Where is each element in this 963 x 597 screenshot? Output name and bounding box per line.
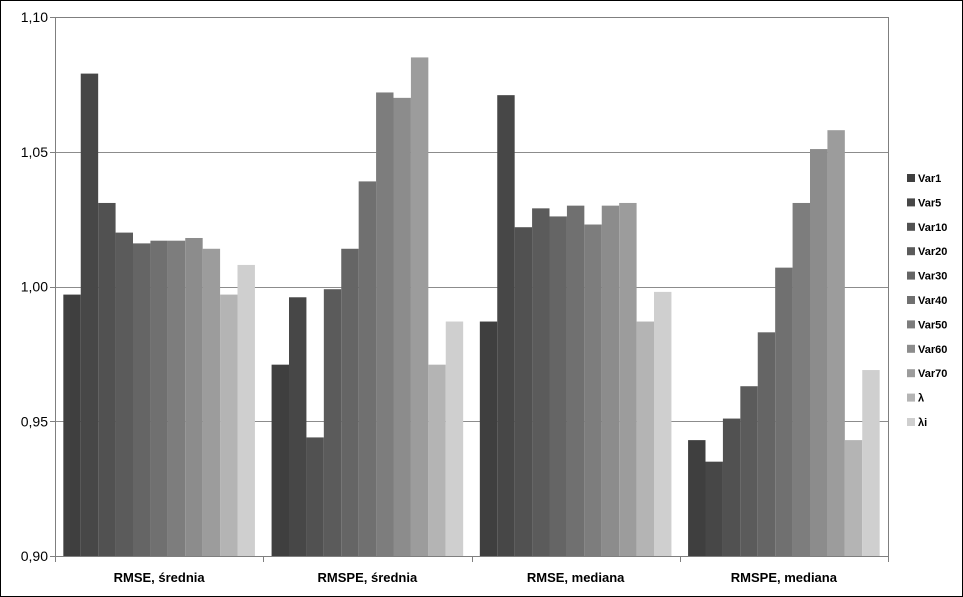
bar [133,243,151,556]
legend-swatch [907,296,915,304]
bar [619,202,637,556]
bar [150,240,168,556]
bar [549,216,567,556]
bar [428,364,446,556]
bar [237,264,255,556]
legend-label: Var30 [918,271,947,283]
legend-swatch [907,393,915,402]
bar [514,227,533,556]
x-category-label: RMSE, średnia [114,570,206,585]
legend-swatch [907,418,915,426]
bar [705,461,723,556]
y-tick-label: 1,05 [21,144,48,160]
bar [601,205,620,556]
bar [185,237,203,557]
bar [654,291,672,556]
bar [393,97,411,556]
legend-swatch [907,369,915,378]
bar [358,181,377,556]
bar [220,294,238,556]
bar [410,57,429,557]
y-tick-label: 1,00 [21,279,48,295]
bar [722,418,741,556]
y-tick-label: 1,10 [21,9,48,25]
x-category-label: RMSPE, średnia [318,570,418,585]
legend-label: Var1 [918,173,941,185]
bar [289,297,307,556]
bar [445,321,464,556]
legend-label: Var5 [918,197,941,209]
legend-swatch [907,344,915,353]
bar [341,248,359,556]
bar [271,364,289,556]
legend-swatch [907,320,915,329]
x-axis-categories: RMSE, średnia RMSPE, średnia RMSE, mediana… [55,556,889,585]
bar [376,92,394,557]
bar [306,437,324,556]
x-category-label: RMSE, mediana [527,570,625,585]
legend: Var1 Var5 Var10 Var20 Var30 Var40 Var50 Var60 Va… [907,173,947,429]
bar [792,202,810,556]
legend-label: Var60 [918,344,947,356]
bar [80,73,99,556]
bar [688,440,706,556]
y-tick-label: 0,95 [21,413,48,429]
legend-label: Var70 [918,368,947,380]
y-axis-ticks: 0,90 0,95 1,00 1,05 1,10 [21,9,55,564]
bar [497,95,515,556]
bars [63,57,880,557]
legend-label: λi [918,417,927,429]
legend-swatch [907,247,915,256]
bar [63,294,81,556]
bar [532,208,550,556]
bar [566,205,585,556]
x-category-label: RMSPE, mediana [731,570,838,585]
legend-label: Var10 [918,222,947,234]
y-tick-label: 0,90 [21,548,48,564]
bar [167,240,186,556]
bar [202,248,221,556]
bar [98,202,116,556]
legend-swatch [907,174,915,182]
legend-label: Var20 [918,246,947,258]
legend-label: λ [918,393,924,405]
legend-swatch [907,222,915,231]
legend-label: Var50 [918,319,947,331]
bar [844,440,863,556]
bar [323,289,342,556]
bar [810,149,828,556]
bar [862,370,880,556]
bar [115,232,133,556]
bar [740,386,758,556]
legend-label: Var40 [918,295,947,307]
bar [757,332,776,556]
bar [636,321,655,556]
bar [584,224,602,556]
bar [775,267,793,556]
bar [479,321,498,556]
bar [827,130,845,556]
legend-swatch [907,198,915,207]
legend-swatch [907,271,915,280]
